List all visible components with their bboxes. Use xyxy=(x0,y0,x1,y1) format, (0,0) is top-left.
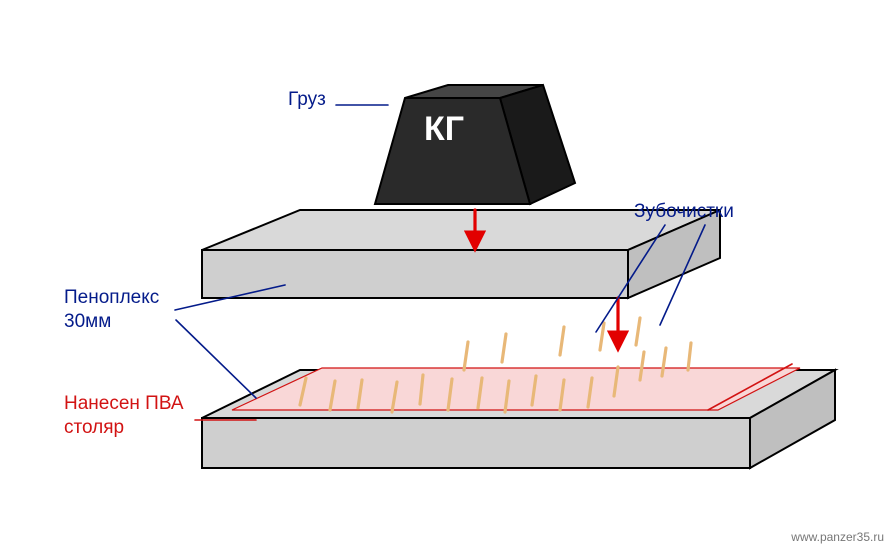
glue-area xyxy=(232,368,800,410)
watermark: www.panzer35.ru xyxy=(791,530,884,544)
label-pva-line1: Нанесен ПВА xyxy=(64,392,184,416)
toothpick-16 xyxy=(600,323,604,350)
toothpick-18 xyxy=(502,334,506,362)
diagram-svg xyxy=(0,0,890,548)
toothpick-17 xyxy=(636,318,640,345)
lower-slab-front xyxy=(202,418,750,468)
label-kg: КГ xyxy=(424,108,464,151)
toothpick-19 xyxy=(464,342,468,370)
toothpick-15 xyxy=(560,327,564,355)
label-pva-line2: столяр xyxy=(64,416,124,440)
label-foam-line1: Пеноплекс xyxy=(64,286,159,310)
label-weight: Груз xyxy=(288,88,326,112)
upper-slab-front xyxy=(202,250,628,298)
diagram-stage: Груз Зубочистки Пеноплекс 30мм Нанесен П… xyxy=(0,0,890,548)
toothpick-14 xyxy=(688,343,691,370)
label-foam-line2: 30мм xyxy=(64,310,111,334)
label-toothpicks: Зубочистки xyxy=(634,200,734,224)
leader-foam-lower xyxy=(176,320,256,398)
